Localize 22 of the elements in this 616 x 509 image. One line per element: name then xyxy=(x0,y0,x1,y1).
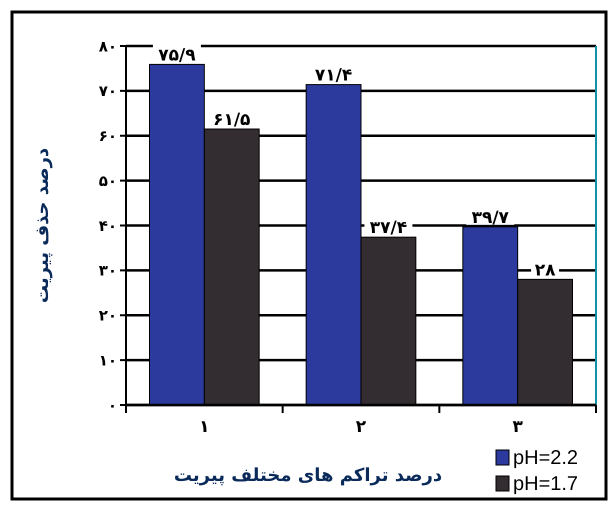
y-tick-label: ۰ xyxy=(108,396,117,414)
x-axis-title: درصد تراکم های مختلف پیریت xyxy=(174,465,442,486)
legend-label: pH=1.7 xyxy=(513,473,578,495)
data-label: ۶۱/۵ xyxy=(213,110,250,130)
data-label: ۲۸ xyxy=(534,260,556,280)
x-tick-label: ۳ xyxy=(512,417,524,437)
x-tick-label: ۲ xyxy=(356,417,367,437)
y-tick-label: ۲۰ xyxy=(98,306,117,324)
y-tick-label: ۷۰ xyxy=(98,82,117,100)
data-label: ۷۱/۴ xyxy=(314,66,352,86)
y-tick-label: ۴۰ xyxy=(98,216,117,235)
legend-label: pH=2.2 xyxy=(513,447,578,469)
y-axis-title: درصد حذف پیریت xyxy=(32,148,53,304)
data-label: ۳۷/۴ xyxy=(370,218,408,238)
y-tick-label: ۵۰ xyxy=(98,172,117,190)
y-tick-label: ۸۰ xyxy=(98,37,117,56)
data-label: ۷۵/۹ xyxy=(158,45,196,66)
y-tick-label: ۳۰ xyxy=(98,262,117,280)
y-tick-label: ۱۰ xyxy=(98,351,117,370)
data-label: ۳۹/۷ xyxy=(472,208,510,228)
y-tick-label: ۶۰ xyxy=(98,127,117,145)
x-tick-label: ۱ xyxy=(199,417,210,437)
